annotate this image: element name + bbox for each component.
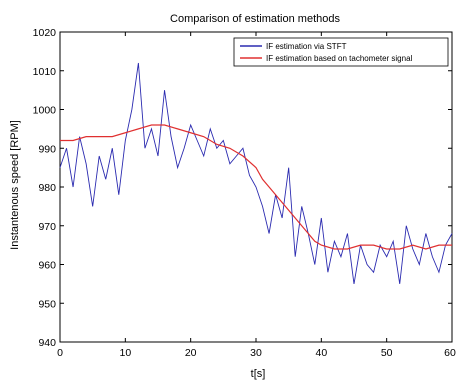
y-axis-ticks: 940 950 960 970 980 990 1000 1010 1020 (33, 27, 452, 349)
y-tick-label-2: 960 (38, 260, 56, 272)
x-tick-label-1: 10 (119, 347, 131, 359)
legend-label-tachometer: IF estimation based on tachometer signal (266, 54, 413, 63)
legend: IF estimation via STFT IF estimation bas… (233, 37, 449, 67)
y-tick-label-6: 1000 (33, 105, 57, 117)
x-tick-label-5: 50 (381, 347, 393, 359)
x-tick-label-6: 60 (444, 347, 456, 359)
y-tick-label-0: 940 (38, 337, 56, 349)
y-tick-label-7: 1010 (33, 66, 57, 78)
x-tick-label-3: 30 (250, 347, 262, 359)
plot-area: 0 10 20 30 40 50 60 94095096097098099010001010… (33, 27, 456, 359)
x-tick-label-4: 40 (315, 347, 327, 359)
legend-label-stft: IF estimation via STFT (266, 42, 347, 51)
x-axis-label: t[s] (251, 368, 266, 380)
x-tick-label-2: 20 (185, 347, 197, 359)
y-axis-label: Instantenous speed [RPM] (9, 120, 21, 250)
series-line-0 (59, 62, 453, 284)
legend-box (233, 37, 449, 67)
y-tick-label-5: 990 (38, 143, 56, 155)
chart-title: Comparison of estimation methods (170, 13, 340, 25)
y-tick-label-8: 1020 (33, 27, 57, 39)
x-axis-ticks: 0 10 20 30 40 50 60 (57, 32, 456, 359)
y-tick-label-3: 970 (38, 221, 56, 233)
x-tick-label-0: 0 (57, 347, 63, 359)
y-tick-label-4: 980 (38, 182, 56, 194)
series-line-1 (60, 124, 452, 250)
series-layer (59, 62, 453, 284)
y-tick-label-1: 950 (38, 298, 56, 310)
